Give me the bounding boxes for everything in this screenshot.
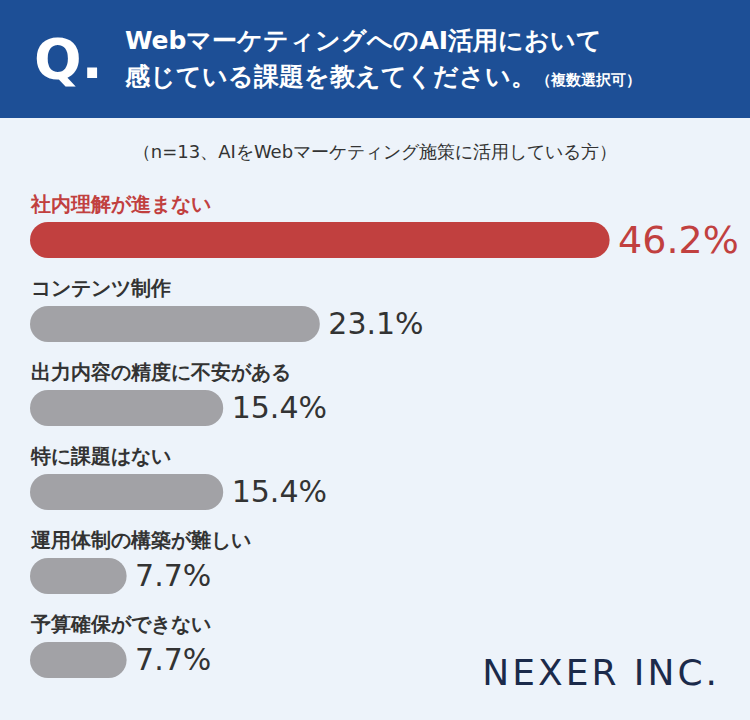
html-text:Q.: Q. — [34, 26, 103, 91]
svg-text:予算確保ができない: 予算確保ができない — [30, 612, 211, 636]
svg-text:23.1%: 23.1% — [328, 306, 423, 341]
svg-text:7.7%: 7.7% — [135, 558, 211, 593]
svg-text:46.2%: 46.2% — [618, 218, 739, 262]
svg-text:15.4%: 15.4% — [232, 474, 327, 509]
svg-text:15.4%: 15.4% — [232, 390, 327, 425]
svg-text:特に課題はない: 特に課題はない — [30, 444, 171, 468]
html-text:NEXER INC.: NEXER INC. — [482, 652, 720, 693]
html-text:（n=13、AIをWebマーケティング施策に活用している方）: （n=13、AIをWebマーケティング施策に活用している方） — [132, 141, 618, 162]
svg-text:7.7%: 7.7% — [135, 642, 211, 677]
svg-text:運用体制の構築が難しい: 運用体制の構築が難しい — [30, 528, 251, 552]
svg-text:コンテンツ制作: コンテンツ制作 — [31, 276, 171, 300]
svg-text:出力内容の精度に不安がある: 出力内容の精度に不安がある — [31, 360, 291, 384]
svg-text:社内理解が進まない: 社内理解が進まない — [30, 192, 211, 216]
html-text:WebマーケティングへのAI活用において 感じている課題を教: WebマーケティングへのAI活用において 感じている課題を教えてください。（複数… — [124, 25, 641, 91]
